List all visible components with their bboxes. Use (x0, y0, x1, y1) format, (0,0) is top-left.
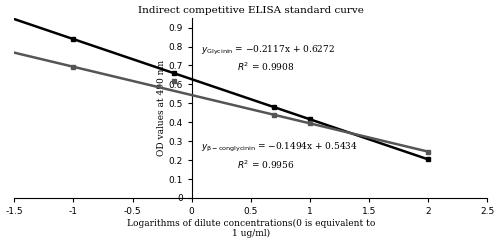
Text: $R^{2}$ = 0.9908: $R^{2}$ = 0.9908 (236, 61, 294, 73)
X-axis label: Logarithms of dilute concentrations(0 is equivalent to
1 ug/ml): Logarithms of dilute concentrations(0 is… (126, 219, 375, 238)
Text: $y_{\rm \beta-conglycinin}$ = −0.1494x + 0.5434: $y_{\rm \beta-conglycinin}$ = −0.1494x +… (201, 141, 358, 154)
Title: Indirect competitive ELISA standard curve: Indirect competitive ELISA standard curv… (138, 6, 364, 15)
Text: $y_{\rm Glycinin}$ = −0.2117x + 0.6272: $y_{\rm Glycinin}$ = −0.2117x + 0.6272 (201, 44, 335, 57)
Text: $R^{2}$ = 0.9956: $R^{2}$ = 0.9956 (236, 158, 294, 171)
Y-axis label: OD values at 490 nm: OD values at 490 nm (156, 60, 166, 156)
